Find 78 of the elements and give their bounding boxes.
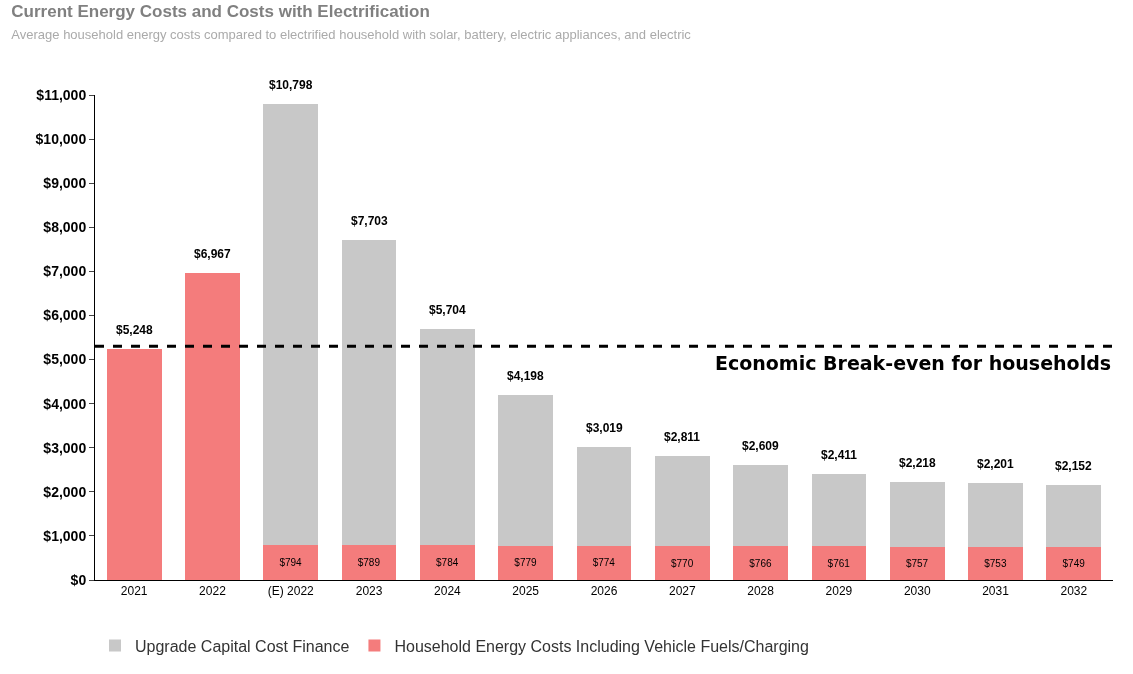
bar [968, 546, 1023, 580]
data-label: $789 [357, 557, 381, 569]
bar [185, 272, 240, 580]
x-tick-label: 2023 [355, 584, 383, 599]
data-label: $761 [827, 557, 851, 569]
y-tick-label: $3,000 [43, 439, 87, 456]
total-label: $2,411 [821, 448, 858, 462]
y-tick-label: $2,000 [43, 483, 87, 500]
bar [576, 446, 632, 546]
bar [811, 546, 867, 580]
bar [889, 482, 945, 547]
bar [498, 394, 554, 546]
y-tick-label: $5,000 [43, 351, 87, 368]
total-label: $2,811 [664, 430, 701, 444]
bar [419, 545, 475, 580]
x-tick-label: 2027 [668, 584, 696, 599]
bar [498, 545, 554, 580]
total-label: $10,798 [269, 78, 313, 92]
y-tick-label: $1,000 [43, 527, 87, 544]
ref-line-label: Economic Break-even for households [715, 352, 1112, 374]
y-tick-label: $10,000 [35, 130, 87, 147]
bar [1046, 546, 1102, 580]
chart-subtitle: Average household energy costs compared to electrified household with solar, battery, electric appliances, and electric [11, 26, 692, 42]
bar [1046, 485, 1102, 547]
legend-label: Upgrade Capital Cost Finance [135, 637, 350, 655]
data-label: $757 [905, 557, 929, 569]
x-tick-label: (E) 2022 [267, 584, 315, 599]
data-label: $794 [279, 556, 303, 568]
total-label: $3,019 [586, 421, 624, 435]
x-tick-label: 2030 [903, 584, 931, 599]
total-label: $7,703 [351, 214, 389, 228]
total-label: $2,152 [1055, 459, 1093, 473]
x-tick-label: 2024 [434, 584, 462, 599]
data-label: $784 [436, 557, 459, 569]
bar [811, 473, 867, 547]
y-tick-label: $7,000 [43, 263, 87, 280]
data-label: $770 [670, 557, 694, 569]
bar [654, 456, 710, 547]
bar [654, 546, 710, 580]
total-label: $2,201 [977, 457, 1015, 471]
x-tick-label: 2025 [512, 584, 540, 599]
total-label: $5,248 [116, 323, 154, 337]
total-label: $5,704 [429, 303, 467, 317]
data-label: $774 [592, 557, 616, 569]
bar [419, 328, 475, 546]
data-label: $779 [514, 557, 538, 569]
bar [106, 348, 162, 580]
bar [263, 103, 319, 545]
total-label: $2,609 [742, 439, 780, 453]
x-tick-label: 2021 [120, 584, 148, 599]
bar [733, 464, 789, 547]
legend-label: Household Energy Costs Including Vehicle Fuels/Charging [394, 637, 809, 655]
y-tick-label: $9,000 [43, 175, 87, 192]
total-label: $2,218 [899, 456, 937, 470]
y-tick-label: $4,000 [43, 395, 87, 412]
y-tick-label: $11,000 [36, 86, 87, 103]
x-tick-label: 2022 [199, 584, 227, 599]
x-tick-label: 2026 [590, 584, 618, 599]
y-tick-label: $8,000 [43, 219, 87, 236]
x-tick-label: 2032 [1060, 584, 1088, 599]
data-label: $749 [1062, 557, 1086, 569]
bar [263, 544, 319, 580]
data-label: $766 [749, 557, 772, 569]
data-label: $753 [984, 557, 1007, 569]
x-tick-label: 2028 [747, 584, 775, 599]
y-tick-label: $6,000 [43, 307, 87, 324]
total-label: $6,967 [194, 247, 232, 261]
bar [576, 545, 632, 580]
bar [733, 546, 789, 580]
x-tick-label: 2031 [982, 584, 1010, 599]
bar [341, 240, 397, 546]
y-tick-label: $0 [70, 571, 87, 588]
total-label: $4,198 [507, 369, 545, 383]
x-tick-label: 2029 [825, 584, 853, 599]
bar [968, 482, 1023, 547]
chart-title: Current Energy Costs and Costs with Electrification [11, 1, 430, 21]
bar [341, 545, 397, 580]
bar [889, 546, 945, 580]
